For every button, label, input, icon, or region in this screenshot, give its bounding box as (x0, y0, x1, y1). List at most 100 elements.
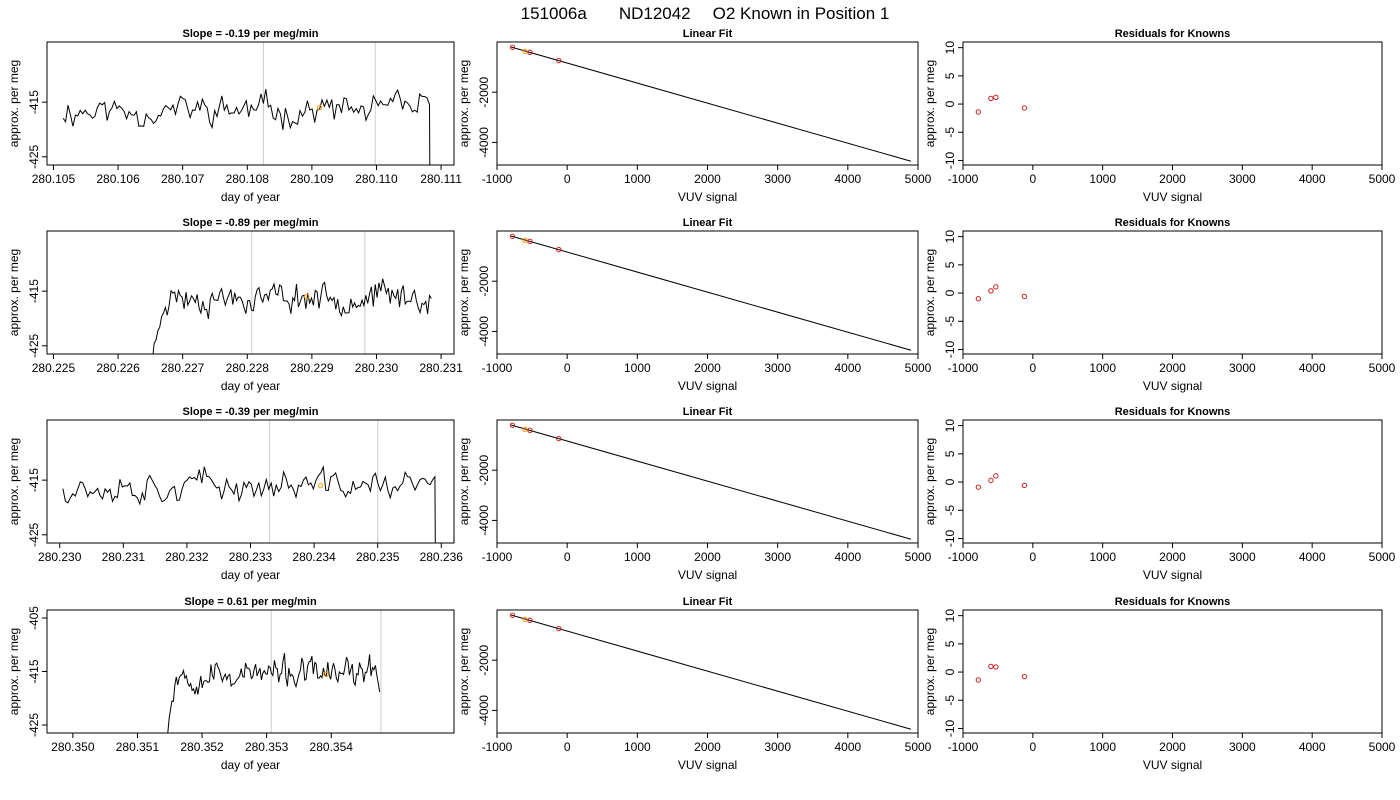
fit-line (510, 614, 912, 730)
data-point (975, 109, 982, 115)
y-tick-label: -10 (943, 719, 957, 737)
y-axis-label: approx. per meg (457, 60, 471, 147)
data-point (975, 296, 982, 302)
plot-frame (496, 419, 919, 544)
data-point (988, 288, 994, 294)
x-tick-label: 3000 (764, 361, 791, 375)
chart-panel: Residuals for Knowns -1000 0 1000 2000 3000 40… (923, 217, 1396, 393)
x-axis-label: VUV signal (1143, 379, 1202, 393)
y-tick-label: -4000 (477, 505, 491, 536)
x-tick-label: 5000 (905, 740, 932, 754)
x-tick-label: -1000 (948, 172, 979, 186)
data-series-line (152, 278, 432, 354)
y-axis-label: approx. per meg (457, 438, 471, 525)
figure-title-description: O2 Known in Position 1 (713, 4, 890, 23)
x-tick-label: 4000 (834, 361, 861, 375)
x-tick-label: 280.110 (355, 172, 398, 186)
data-point (522, 616, 528, 622)
x-tick-label: 0 (1029, 361, 1036, 375)
figure-title-tank-id: ND12042 (619, 4, 691, 23)
plot-frame (496, 230, 919, 355)
data-point (988, 95, 994, 102)
x-tick-label: -1000 (482, 550, 513, 564)
x-tick-label: 1000 (1089, 172, 1116, 186)
panel-title: Slope = -0.39 per meg/min (182, 406, 318, 418)
y-tick-label: -415 (27, 279, 41, 303)
y-axis-label: approx. per meg (7, 438, 21, 525)
x-tick-label: 280.354 (310, 740, 354, 754)
x-tick-label: 280.230 (355, 361, 399, 375)
plot-frame (496, 41, 919, 166)
x-tick-label: 5000 (1369, 172, 1396, 186)
x-tick-label: -1000 (482, 740, 513, 754)
chart-panel: Linear Fit -1000 0 1000 2000 3000 4000 5000 -400… (457, 406, 932, 582)
data-series-line (62, 89, 431, 165)
sample-marker (317, 482, 324, 489)
x-tick-label: 4000 (834, 550, 861, 564)
y-axis-label: approx. per meg (923, 628, 937, 715)
y-tick-label: -415 (27, 468, 41, 492)
x-tick-label: -1000 (948, 550, 979, 564)
x-axis-label: VUV signal (678, 758, 737, 772)
x-tick-label: 0 (1029, 740, 1036, 754)
x-tick-label: 4000 (834, 172, 861, 186)
plot-area (509, 422, 912, 540)
y-tick-label: -425 (27, 713, 41, 737)
x-tick-label: 3000 (764, 740, 791, 754)
y-axis-label: approx. per meg (7, 249, 21, 336)
plot-area (509, 233, 912, 351)
x-tick-label: 280.226 (96, 361, 140, 375)
plot-area (975, 94, 1028, 115)
x-tick-label: 3000 (764, 172, 791, 186)
data-point (1021, 105, 1028, 111)
x-tick-label: 280.231 (102, 550, 146, 564)
panel-title: Residuals for Knowns (1115, 406, 1231, 418)
x-tick-label: -1000 (948, 361, 979, 375)
data-series-line (167, 653, 381, 733)
x-axis-label: day of year (221, 379, 280, 393)
y-tick-label: 5 (943, 640, 957, 647)
plot-frame (46, 419, 455, 544)
x-tick-label: 5000 (905, 361, 932, 375)
chart-panel: Residuals for Knowns -1000 0 1000 2000 3000 40… (923, 28, 1396, 204)
data-point (993, 473, 999, 479)
x-tick-label: 280.105 (32, 172, 76, 186)
x-tick-label: 2000 (694, 740, 721, 754)
data-point (522, 48, 528, 54)
data-point (556, 435, 562, 442)
fit-line (510, 46, 912, 162)
x-tick-label: 0 (564, 361, 571, 375)
y-tick-label: 10 (943, 41, 957, 55)
x-tick-label: 280.350 (51, 740, 95, 754)
data-point (556, 625, 562, 632)
y-tick-label: -405 (27, 606, 41, 630)
y-tick-label: 0 (943, 100, 957, 107)
plot-area (975, 473, 1028, 490)
x-tick-label: -1000 (482, 361, 513, 375)
x-tick-label: 280.236 (420, 550, 464, 564)
y-tick-label: -5 (943, 127, 957, 138)
y-tick-label: 0 (943, 289, 957, 296)
y-tick-label: 10 (943, 230, 957, 244)
sample-marker (323, 671, 329, 677)
plot-area (509, 612, 912, 730)
plot-frame (962, 609, 1383, 734)
x-tick-label: 3000 (764, 550, 791, 564)
y-axis-label: approx. per meg (7, 60, 21, 147)
data-point (527, 427, 533, 433)
chart-panel: Residuals for Knowns -1000 0 1000 2000 3000 40… (923, 406, 1396, 582)
x-tick-label: 1000 (624, 550, 651, 564)
x-tick-label: 0 (1029, 550, 1036, 564)
data-point (993, 284, 999, 290)
x-axis-label: day of year (221, 758, 280, 772)
panel-title: Linear Fit (683, 406, 733, 418)
x-tick-label: 280.353 (245, 740, 289, 754)
plot-frame (962, 41, 1383, 166)
data-point (522, 237, 528, 243)
data-point (988, 663, 994, 670)
data-point (975, 677, 982, 683)
x-tick-label: 4000 (834, 740, 861, 754)
plot-area (152, 231, 432, 354)
x-axis-label: VUV signal (1143, 190, 1202, 204)
